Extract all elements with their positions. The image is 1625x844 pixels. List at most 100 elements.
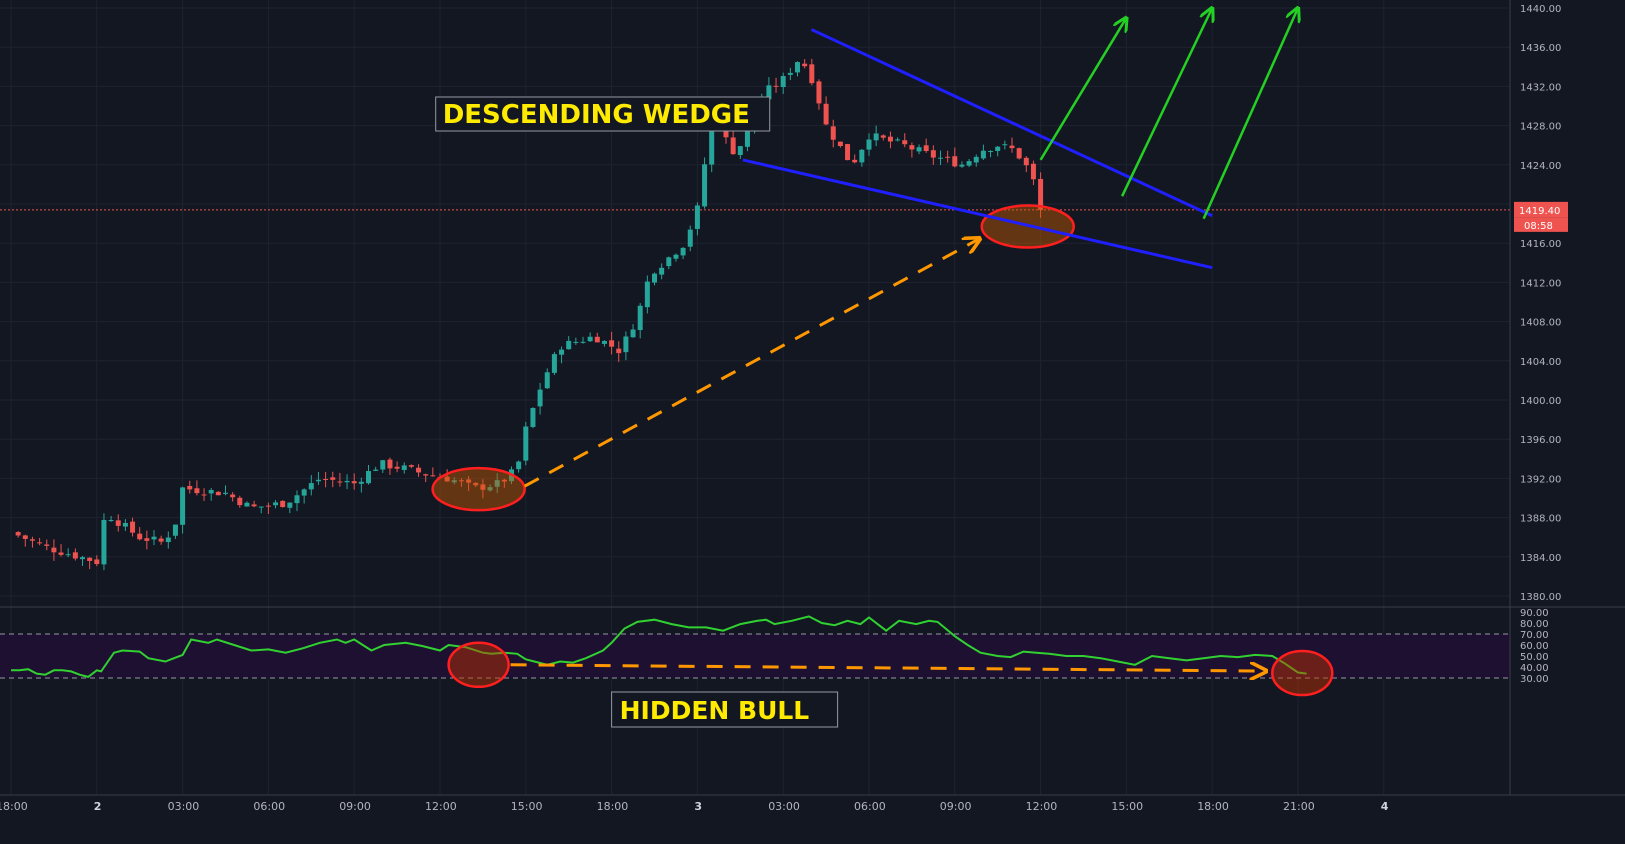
candle — [601, 340, 607, 347]
price-tick-label: 1424.00 — [1520, 161, 1561, 172]
candle-body — [215, 491, 221, 496]
candle-body — [516, 461, 522, 470]
candle — [623, 331, 629, 361]
candle-body — [15, 532, 21, 536]
candle-body — [172, 524, 178, 536]
candle — [301, 488, 307, 504]
candle-body — [366, 471, 371, 484]
candle — [401, 462, 407, 474]
candle — [423, 473, 429, 483]
candle-body — [895, 139, 901, 141]
rsi-tick-label: 90.00 — [1520, 608, 1549, 619]
time-tick-label: 3 — [694, 800, 702, 813]
candle — [702, 157, 708, 209]
candle-body — [601, 340, 607, 344]
candle-body — [401, 465, 407, 470]
projection-arrows — [1039, 8, 1298, 220]
candle-body — [1030, 163, 1036, 180]
candle — [366, 465, 371, 485]
rsi-line — [11, 615, 1307, 678]
candle — [215, 491, 221, 496]
candle-body — [680, 247, 686, 256]
candle-body — [530, 408, 536, 427]
candle-body — [151, 536, 157, 540]
candle-body — [444, 476, 450, 482]
candle-body — [65, 554, 71, 556]
candle — [795, 61, 800, 77]
candle-body — [938, 157, 943, 159]
candle — [530, 407, 536, 429]
candle-body — [337, 481, 343, 483]
candle-body — [273, 502, 279, 506]
candle-body — [408, 465, 414, 467]
candle — [959, 161, 965, 168]
candle-body — [709, 108, 715, 165]
candle-body — [594, 336, 600, 343]
candle-body — [809, 64, 815, 84]
candle-body — [72, 552, 78, 559]
candle — [265, 502, 271, 514]
candle-body — [180, 487, 186, 525]
price-pane[interactable]: DESCENDING WEDGE — [0, 8, 1510, 571]
candle — [787, 67, 793, 81]
candle-body — [559, 349, 565, 355]
candle — [644, 275, 650, 314]
candle-body — [237, 497, 243, 506]
candle — [65, 548, 71, 558]
price-axis[interactable]: 1440.00 1436.00 1432.00 1428.00 1424.00 1416.… — [1509, 0, 1561, 795]
candle — [280, 500, 286, 508]
candle — [973, 154, 979, 167]
rsi-tick-label: 30.00 — [1520, 674, 1549, 685]
candle-body — [251, 504, 257, 507]
candle-body — [802, 63, 808, 67]
candle-body — [837, 141, 843, 147]
candle — [988, 150, 994, 158]
candle-body — [115, 520, 121, 526]
rsi-pane[interactable]: HIDDEN BULL — [0, 615, 1510, 728]
candle-body — [644, 281, 650, 308]
candle — [22, 534, 28, 547]
candle-body — [1016, 148, 1022, 159]
price-tick-label: 1400.00 — [1520, 396, 1561, 407]
candle — [559, 346, 565, 364]
candle — [101, 513, 107, 571]
candle-body — [430, 475, 436, 477]
candle-body — [194, 488, 200, 494]
rsi-tick-label: 80.00 — [1520, 619, 1549, 630]
candle-body — [44, 544, 50, 546]
candle — [315, 471, 321, 485]
candle-body — [94, 559, 100, 565]
candle-body — [637, 305, 643, 331]
candle-body — [380, 460, 386, 470]
candle — [237, 495, 243, 508]
candle-body — [687, 229, 693, 247]
candle-body — [766, 85, 772, 100]
price-tick-label: 1380.00 — [1520, 592, 1561, 603]
candle — [887, 131, 893, 149]
candle-body — [29, 539, 35, 541]
candle — [158, 535, 164, 545]
candle — [416, 464, 422, 477]
candle-body — [37, 542, 43, 544]
candle-body — [494, 480, 500, 487]
candle — [980, 144, 986, 160]
candle — [487, 484, 493, 492]
candle — [587, 332, 593, 343]
candle — [273, 500, 279, 509]
candle — [730, 130, 736, 155]
candle — [137, 527, 143, 541]
wedge-upper-line — [810, 28, 1213, 218]
price-tick-label: 1408.00 — [1520, 318, 1561, 329]
candle — [430, 467, 436, 477]
candle-body — [358, 481, 364, 484]
candle — [373, 466, 379, 472]
price-tick-label: 1416.00 — [1520, 239, 1561, 250]
candle — [573, 337, 579, 345]
time-axis[interactable]: 18:00 2 03:00 06:00 09:00 12:00 15:00 18:00 3 03:… — [0, 794, 1625, 813]
candle — [916, 144, 922, 155]
candle — [194, 480, 200, 496]
candle — [945, 150, 951, 163]
candle-body — [845, 144, 851, 161]
